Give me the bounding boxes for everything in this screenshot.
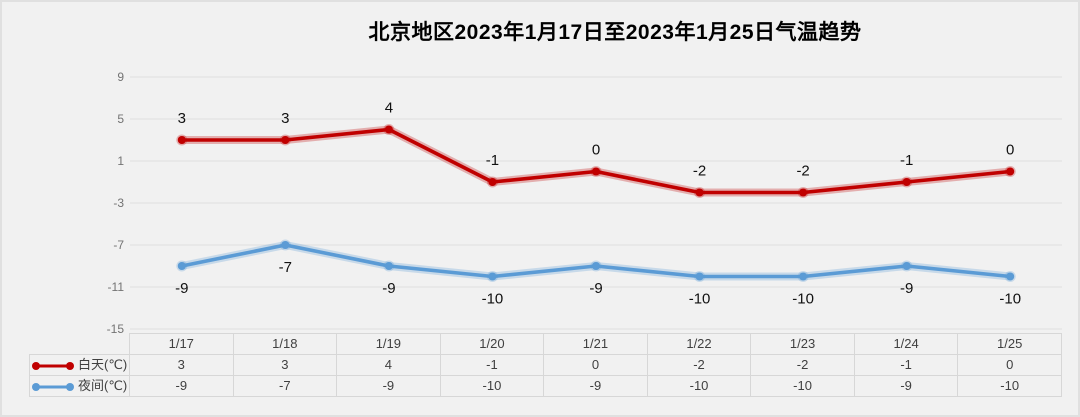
data-label: -10 <box>792 291 814 308</box>
table-header-cell: 1/24 <box>853 333 959 355</box>
table-value-cell: 3 <box>129 354 234 376</box>
legend-label: 夜间(℃) <box>78 378 128 393</box>
data-point <box>1006 272 1015 281</box>
legend-cell: 夜间(℃) <box>29 375 130 397</box>
table-value-cell: -1 <box>439 354 545 376</box>
table-value-cell: -10 <box>750 375 855 397</box>
legend-line-marker <box>32 382 74 391</box>
data-point <box>488 178 497 186</box>
table-header-cell: 1/25 <box>957 333 1062 355</box>
data-point <box>695 188 704 197</box>
data-point <box>695 272 704 281</box>
data-point <box>799 188 808 197</box>
data-label: -7 <box>279 259 292 276</box>
y-axis-tick-label: 5 <box>117 112 124 126</box>
table-header-cell: 1/23 <box>750 333 855 355</box>
table-row-nighttime: 夜间(℃) -9 -7 -9 -10 -9 -10 -10 -9 -10 <box>29 375 1062 397</box>
data-point <box>177 136 186 144</box>
data-label: 0 <box>592 142 600 159</box>
data-label: 3 <box>178 110 186 127</box>
legend-cell: 白天(℃) <box>29 354 130 376</box>
data-label: -9 <box>900 280 913 297</box>
data-point <box>902 262 911 270</box>
table-value-cell: 0 <box>957 354 1062 376</box>
table-header-cell: 1/19 <box>336 333 441 355</box>
table-value-cell: -9 <box>129 375 234 397</box>
data-label: -10 <box>999 291 1021 308</box>
table-value-cell: -7 <box>232 375 338 397</box>
data-label: 4 <box>385 100 393 117</box>
table-value-cell: 0 <box>543 354 648 376</box>
data-point <box>1006 167 1015 176</box>
data-label: 3 <box>281 110 289 127</box>
data-label: -1 <box>900 152 913 169</box>
data-label: -10 <box>689 291 711 308</box>
data-point <box>488 272 497 281</box>
table-value-cell: -2 <box>646 354 752 376</box>
data-table: 1/17 1/18 1/19 1/20 1/21 1/22 1/23 1/24 1/25 白天(℃… <box>29 333 1062 397</box>
table-header-row: 1/17 1/18 1/19 1/20 1/21 1/22 1/23 1/24 1/25 <box>30 333 1062 355</box>
table-corner-blank <box>30 334 130 355</box>
table-value-cell: -9 <box>336 375 441 397</box>
y-axis-tick-label: -3 <box>113 196 124 210</box>
table-value-cell: -9 <box>543 375 648 397</box>
data-label: -10 <box>482 291 504 308</box>
table-header-cell: 1/22 <box>646 333 752 355</box>
data-label: 0 <box>1006 142 1014 159</box>
data-label: -1 <box>486 152 499 169</box>
data-point <box>592 262 600 270</box>
data-label: -9 <box>382 280 395 297</box>
data-point <box>799 272 808 281</box>
data-label: -9 <box>589 280 602 297</box>
table-header-cell: 1/17 <box>129 333 234 355</box>
legend-label: 白天(℃) <box>78 357 128 372</box>
y-axis-tick-label: 1 <box>117 154 124 168</box>
data-point <box>281 136 290 144</box>
data-label: -2 <box>693 163 706 180</box>
table-value-cell: -2 <box>750 354 855 376</box>
table-header-cell: 1/21 <box>543 333 648 355</box>
table-row-daytime: 白天(℃) 3 3 4 -1 0 -2 -2 -1 0 <box>29 354 1062 376</box>
chart-title: 北京地区2023年1月17日至2023年1月25日气温趋势 <box>368 21 862 44</box>
data-point <box>384 125 393 134</box>
data-label: -9 <box>175 280 188 297</box>
y-axis-tick-label: -11 <box>108 280 125 294</box>
table-value-cell: 4 <box>336 354 441 376</box>
table-value-cell: 3 <box>232 354 338 376</box>
data-point <box>177 262 186 270</box>
y-axis-tick-label: -7 <box>113 238 124 252</box>
table-header-cell: 1/20 <box>439 333 545 355</box>
table-value-cell: -10 <box>439 375 545 397</box>
table-value-cell: -1 <box>853 354 959 376</box>
data-point <box>902 178 911 186</box>
legend-line-marker <box>32 361 74 370</box>
data-label: -2 <box>796 163 809 180</box>
data-point <box>384 262 393 270</box>
y-axis-tick-label: -15 <box>107 322 125 336</box>
y-axis-tick-label: 9 <box>117 70 124 84</box>
table-value-cell: -10 <box>957 375 1062 397</box>
table-value-cell: -9 <box>853 375 959 397</box>
table-value-cell: -10 <box>646 375 752 397</box>
data-point <box>592 167 600 176</box>
data-point <box>281 241 290 249</box>
table-header-cell: 1/18 <box>232 333 338 355</box>
